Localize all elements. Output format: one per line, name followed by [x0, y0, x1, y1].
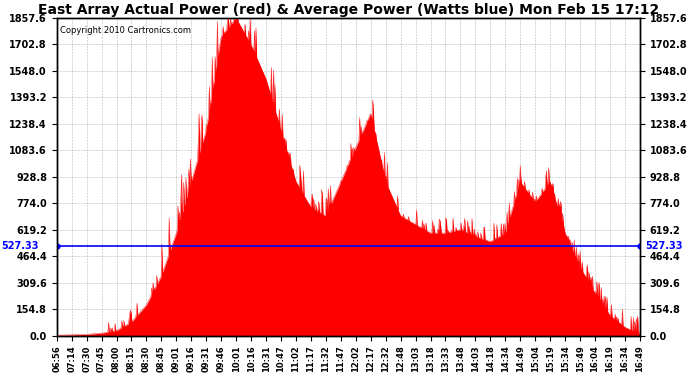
Text: 527.33: 527.33 [646, 240, 683, 250]
Text: 527.33: 527.33 [1, 240, 39, 250]
Text: Copyright 2010 Cartronics.com: Copyright 2010 Cartronics.com [59, 26, 190, 35]
Title: East Array Actual Power (red) & Average Power (Watts blue) Mon Feb 15 17:12: East Array Actual Power (red) & Average … [38, 3, 659, 17]
